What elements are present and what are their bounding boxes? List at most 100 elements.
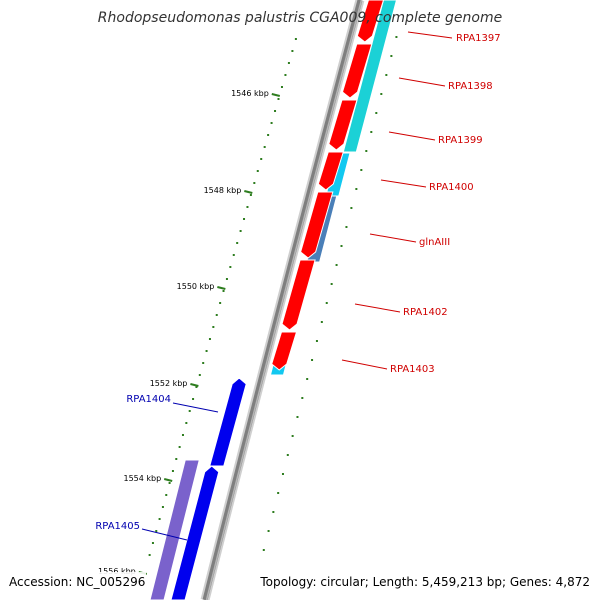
scale-dot	[215, 314, 218, 316]
gene-label[interactable]: RPA1402	[403, 307, 448, 318]
scale-tick	[244, 190, 253, 194]
gene-label[interactable]: RPA1397	[456, 33, 501, 44]
genome-summary-text: Topology: circular; Length: 5,459,213 bp…	[259, 575, 590, 589]
gene-label-leader	[407, 31, 453, 39]
scale-dot	[272, 511, 275, 513]
scale-dot	[155, 530, 158, 532]
scale-dot	[355, 188, 358, 190]
scale-dot	[202, 362, 205, 364]
scale-dot	[315, 340, 318, 342]
scale-dot	[281, 473, 284, 475]
gene-label-leader	[354, 303, 401, 313]
scale-dot	[195, 386, 198, 388]
scale-dot	[390, 55, 393, 57]
gene-feature-red[interactable]	[300, 191, 334, 259]
gene-features	[149, 0, 398, 601]
scale-tick-label: 1556 kbp	[98, 567, 136, 576]
scale-dot	[280, 86, 283, 88]
gene-labels: RPA1397 RPA1398 RPA1399 RPA1400 glnAIII RPA14…	[95, 31, 501, 541]
scale-dot	[219, 302, 222, 304]
gene-label[interactable]: RPA1398	[448, 81, 493, 92]
scale-dot	[263, 146, 266, 148]
scale-dot	[291, 435, 294, 437]
scale-dot	[260, 158, 263, 160]
gene-label-leader	[380, 179, 427, 188]
scale-dot	[205, 350, 208, 352]
scale-dot	[335, 264, 338, 266]
scale-dot	[229, 266, 232, 268]
scale-dot	[350, 207, 353, 209]
scale-dot	[291, 50, 294, 52]
scale-tick-label: 1548 kbp	[204, 186, 242, 195]
scale-dot	[270, 122, 273, 124]
scale-dot	[277, 98, 280, 100]
gene-feature-red[interactable]	[356, 0, 385, 43]
scale-dot	[296, 416, 299, 418]
scale-dot	[168, 482, 171, 484]
scale-dot	[380, 93, 383, 95]
scale-dot	[236, 242, 239, 244]
scale-dot	[340, 245, 343, 247]
gene-label[interactable]: RPA1405	[95, 521, 140, 532]
gene-feature-red[interactable]	[341, 43, 373, 99]
scale-dot	[277, 492, 280, 494]
scale-dot	[395, 36, 398, 38]
gene-label[interactable]: glnAIII	[419, 237, 450, 248]
scale-dot	[345, 226, 348, 228]
gene-label-leader	[172, 402, 219, 413]
scale-dot	[148, 554, 151, 556]
scale-tick-label: 1550 kbp	[177, 282, 215, 291]
gene-label-leader	[398, 77, 446, 87]
scale-dot	[225, 278, 228, 280]
scale-dot	[330, 283, 333, 285]
scale-tick-label: 1552 kbp	[150, 379, 188, 388]
gene-feature-blue[interactable]	[209, 377, 247, 467]
scale-dot	[249, 194, 252, 196]
scale-dot	[243, 218, 246, 220]
gene-label-leader	[369, 233, 417, 243]
scale-dot	[181, 434, 184, 436]
scale-dot	[325, 302, 328, 304]
scale-dot	[232, 254, 235, 256]
gene-label[interactable]: RPA1400	[429, 182, 474, 193]
scale-dot	[360, 169, 363, 171]
scale-dot	[212, 326, 215, 328]
scale-dot	[208, 338, 211, 340]
scale-dot	[306, 378, 309, 380]
map-title: Rhodopseudomonas palustris CGA009, compl…	[98, 10, 502, 26]
genome-backbone-highlight	[205, 0, 363, 601]
scale-dot	[198, 374, 201, 376]
scale-dot	[287, 62, 290, 64]
genome-backbone	[202, 0, 363, 601]
scale-tick	[271, 93, 281, 97]
gene-feature-red[interactable]	[271, 331, 298, 371]
scale-dot	[222, 290, 225, 292]
gene-feature-red[interactable]	[317, 151, 344, 191]
gene-label[interactable]: RPA1404	[126, 394, 171, 405]
scale-dot	[267, 530, 270, 532]
accession-text: Accession: NC_005296	[9, 575, 145, 589]
scale-dot	[267, 134, 270, 136]
scale-dot	[165, 494, 168, 496]
scale-tick-label: 1554 kbp	[123, 474, 161, 483]
scale-dot	[311, 359, 314, 361]
gene-label-leader	[141, 528, 188, 541]
scale-tick	[190, 383, 199, 387]
gene-label[interactable]: RPA1399	[438, 135, 483, 146]
scale-dot	[294, 38, 297, 40]
scale-dot	[365, 150, 368, 152]
scale-dot	[161, 506, 164, 508]
gene-feature-red[interactable]	[281, 259, 316, 331]
gene-feature-red[interactable]	[328, 99, 358, 151]
scale-dot	[274, 110, 277, 112]
gene-label[interactable]: RPA1403	[390, 364, 435, 375]
scale-dot	[239, 230, 242, 232]
dotted-scale	[148, 36, 398, 556]
accession-backdrop	[6, 572, 146, 592]
scale-dot	[246, 206, 249, 208]
scale-dot	[385, 74, 388, 76]
scale-dot	[192, 398, 195, 400]
scale-dot	[151, 542, 154, 544]
